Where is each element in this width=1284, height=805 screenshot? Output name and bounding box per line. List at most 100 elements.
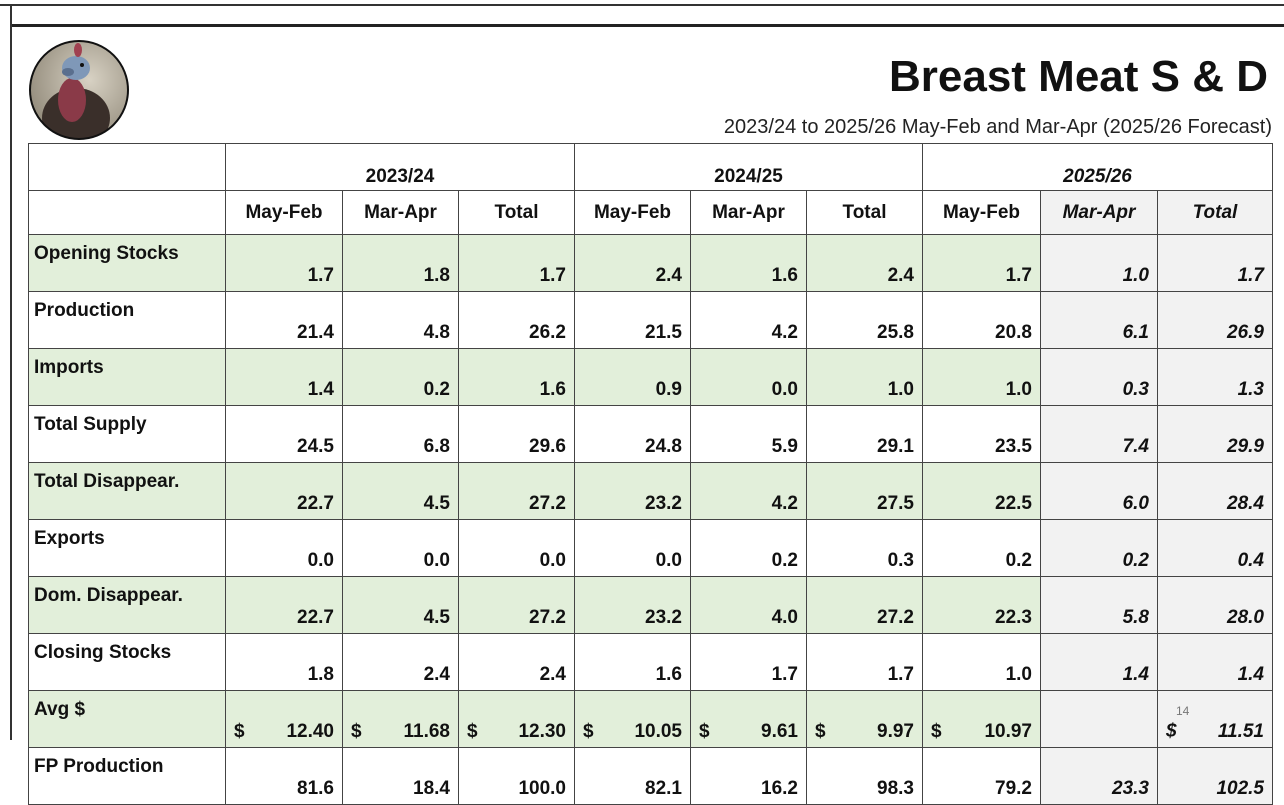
amount: 10.97 [984,721,1032,742]
column-header-row: May-FebMar-AprTotalMay-FebMar-AprTotalMa… [29,191,1273,235]
cell: $10.97 [923,691,1041,748]
cell: 27.2 [807,577,923,634]
frame-line [10,4,12,740]
row-label: Opening Stocks [29,235,226,292]
cell: 0.4 [1158,520,1273,577]
cell: 6.1 [1041,292,1158,349]
corner-cell [29,144,226,191]
amount: 11.68 [404,721,451,742]
amount: 12.40 [286,721,334,742]
year-header: 2024/25 [575,144,923,191]
cell: 1.0 [923,349,1041,406]
cell: 24.5 [226,406,343,463]
cell: 0.2 [691,520,807,577]
cell: $11.68 [343,691,459,748]
cell: 5.8 [1041,577,1158,634]
row-label: Total Supply [29,406,226,463]
cell: 0.0 [691,349,807,406]
cell: 1.6 [459,349,575,406]
page-number: 14 [1176,704,1189,718]
cell: 82.1 [575,748,691,805]
cell: 1.6 [575,634,691,691]
cell: 29.9 [1158,406,1273,463]
cell: 22.3 [923,577,1041,634]
amount: 10.05 [634,721,682,742]
cell: 6.8 [343,406,459,463]
cell: 1.4 [1158,634,1273,691]
cell: 1.7 [226,235,343,292]
column-header: Total [459,191,575,235]
cell: 1.4 [226,349,343,406]
column-header: May-Feb [226,191,343,235]
cell: 0.9 [575,349,691,406]
amount: 9.61 [761,721,798,742]
row-label: Total Disappear. [29,463,226,520]
cell: 27.5 [807,463,923,520]
cell: 1.0 [1041,235,1158,292]
cell: 22.5 [923,463,1041,520]
cell: 1.7 [807,634,923,691]
cell: 4.5 [343,577,459,634]
cell: 16.2 [691,748,807,805]
cell: 4.0 [691,577,807,634]
cell: 1.8 [226,634,343,691]
cell: 0.3 [807,520,923,577]
cell: 1.7 [923,235,1041,292]
cell: 79.2 [923,748,1041,805]
cell: $11.51 [1158,691,1273,748]
cell: 28.0 [1158,577,1273,634]
cell: 4.5 [343,463,459,520]
amount: 11.51 [1218,721,1264,742]
row-label: Exports [29,520,226,577]
cell: 23.2 [575,463,691,520]
cell: 7.4 [1041,406,1158,463]
cell: 23.2 [575,577,691,634]
cell: 100.0 [459,748,575,805]
cell: 102.5 [1158,748,1273,805]
row-label: Imports [29,349,226,406]
cell: 81.6 [226,748,343,805]
cell: 25.8 [807,292,923,349]
cell: 0.0 [575,520,691,577]
column-header: Mar-Apr [691,191,807,235]
cell: 0.2 [923,520,1041,577]
frame-line [0,4,1284,6]
cell: 4.2 [691,292,807,349]
year-header: 2025/26 [923,144,1273,191]
corner-cell [29,191,226,235]
cell: 1.7 [1158,235,1273,292]
column-header: Total [807,191,923,235]
cell: 5.9 [691,406,807,463]
cell: 1.3 [1158,349,1273,406]
cell: 22.7 [226,463,343,520]
cell: 26.2 [459,292,575,349]
cell: 1.0 [807,349,923,406]
cell: 2.4 [575,235,691,292]
amount: 9.97 [877,721,914,742]
frame-line [10,24,1284,27]
cell: 21.4 [226,292,343,349]
cell: $12.30 [459,691,575,748]
empty-cell [1041,691,1158,748]
cell: 20.8 [923,292,1041,349]
column-header: Total [1158,191,1273,235]
amount: 12.30 [518,721,566,742]
title: Breast Meat S & D [889,52,1268,102]
cell: 1.7 [459,235,575,292]
column-header: Mar-Apr [343,191,459,235]
row-label: Production [29,292,226,349]
cell: 27.2 [459,577,575,634]
cell: 4.8 [343,292,459,349]
cell: 23.3 [1041,748,1158,805]
cell: 6.0 [1041,463,1158,520]
column-header: May-Feb [923,191,1041,235]
cell: 26.9 [1158,292,1273,349]
cell: 29.6 [459,406,575,463]
cell: 1.0 [923,634,1041,691]
